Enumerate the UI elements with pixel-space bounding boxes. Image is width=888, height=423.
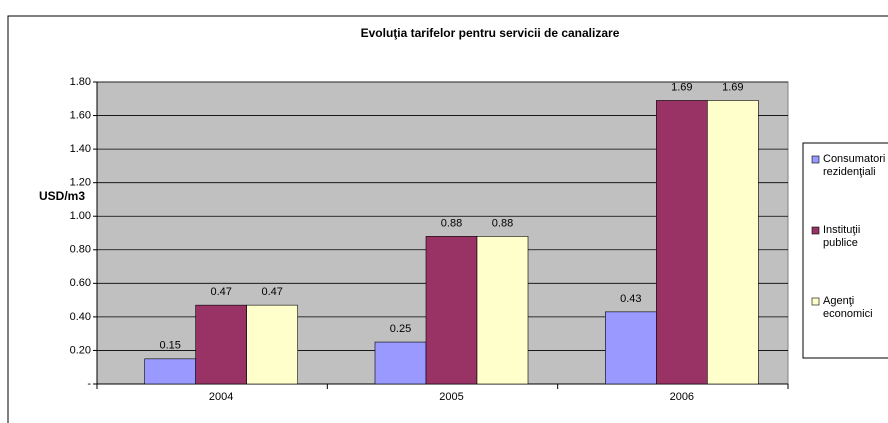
data-label: 1.69 [671,81,692,93]
bar [476,236,529,385]
x-tick-label: 2004 [209,391,233,403]
x-tick-label: 2005 [439,391,463,403]
data-label: 0.88 [441,217,462,229]
bar [144,358,196,385]
y-tick-label: 1.80 [70,76,91,88]
bar [246,304,298,385]
data-label: 0.88 [492,217,513,229]
legend-swatch [811,155,820,164]
data-label: 1.69 [722,81,743,93]
y-tick-label: 0.20 [70,344,91,356]
legend-label: Instituţii publice [823,224,861,249]
data-label: 0.15 [159,340,180,352]
y-tick-label: - [87,378,91,390]
data-label: 0.47 [210,286,231,298]
data-label: 0.47 [261,286,282,298]
legend-label: Consumatori rezidenţiali [823,153,886,178]
y-axis-label: USD/m3 [39,189,85,203]
data-label: 0.43 [620,293,641,305]
y-tick-label: 1.20 [70,177,91,189]
y-tick-label: 1.60 [70,109,91,121]
bar [195,304,247,385]
bar [656,100,708,385]
bar [374,341,427,385]
bar [605,311,657,385]
bar [707,100,759,385]
legend-label: Agenţi economici [823,295,873,320]
legend-swatch [811,226,820,235]
legend-swatch [811,297,820,306]
legend-box [802,142,888,359]
y-tick-label: 1.00 [70,210,91,222]
y-tick-label: 0.80 [70,244,91,256]
bar [425,236,478,385]
chart-title: Evoluţia tarifelor pentru servicii de ca… [361,26,620,40]
data-label: 0.25 [390,323,411,335]
y-tick-label: 0.40 [70,311,91,323]
y-tick-label: 0.60 [70,277,91,289]
x-tick-label: 2006 [670,391,694,403]
y-tick-label: 1.40 [70,143,91,155]
